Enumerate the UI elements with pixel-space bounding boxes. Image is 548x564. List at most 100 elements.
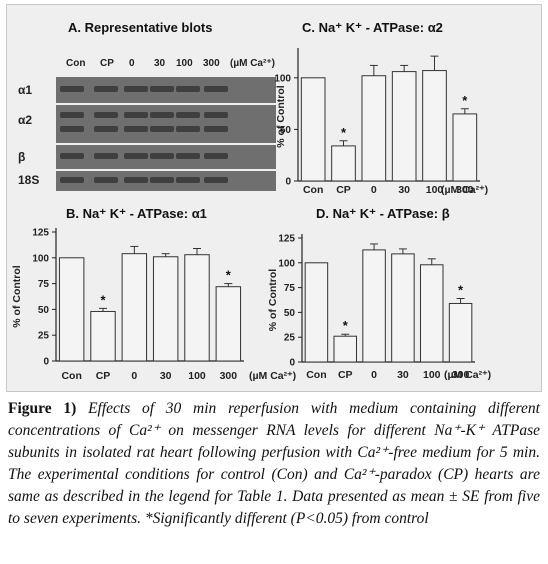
- chart-title: C. Na⁺ K⁺ - ATPase: α2: [302, 20, 443, 35]
- x-unit-label: (µM Ca²⁺): [441, 184, 488, 196]
- x-tick-label: 300: [452, 369, 470, 381]
- x-tick-label: 30: [398, 184, 410, 196]
- bar: [420, 264, 444, 363]
- bar: [152, 256, 179, 362]
- x-tick-label: 100: [188, 370, 206, 382]
- bar: [215, 286, 242, 362]
- blot-band: [176, 153, 200, 159]
- blot-lane-label: 0: [129, 58, 135, 69]
- x-tick-label: 0: [371, 184, 377, 196]
- y-axis-label: % of Control: [267, 269, 279, 331]
- blot-band: [94, 126, 118, 132]
- y-tick-label: 0: [285, 177, 291, 188]
- significance-marker: *: [341, 125, 347, 140]
- blot-band: [176, 86, 200, 92]
- blot-strip: [56, 105, 276, 143]
- blot-lane-label: Con: [66, 58, 85, 69]
- y-tick-label: 25: [284, 333, 296, 344]
- blot-band: [124, 86, 148, 92]
- blot-lane-label: 30: [154, 58, 166, 69]
- y-tick-label: 0: [289, 358, 295, 369]
- bar: [452, 113, 478, 182]
- bar: [448, 302, 473, 363]
- caption-text: Effects of 30 min reperfusion with mediu…: [8, 400, 540, 527]
- blot-band: [60, 86, 84, 92]
- bar: [121, 253, 148, 362]
- blot-band: [60, 126, 84, 132]
- blot-band: [150, 126, 174, 132]
- blot-band: [150, 112, 174, 118]
- blot-row-label: α2: [18, 113, 32, 127]
- x-tick-label: 30: [397, 369, 409, 381]
- blot-panel-title: A. Representative blots: [68, 20, 213, 35]
- significance-marker: *: [458, 283, 464, 298]
- blot-band: [94, 112, 118, 118]
- blot-band: [124, 126, 148, 132]
- bar: [300, 77, 326, 182]
- x-tick-label: Con: [61, 370, 81, 382]
- chart-title: B. Na⁺ K⁺ - ATPase: α1: [66, 206, 207, 221]
- blot-band: [150, 86, 174, 92]
- y-tick-label: 50: [280, 125, 292, 136]
- y-tick-label: 75: [284, 283, 296, 294]
- y-axis-label: % of Control: [275, 85, 287, 147]
- bar: [422, 70, 447, 182]
- blot-band: [176, 112, 200, 118]
- x-tick-label: 100: [423, 369, 441, 381]
- blot-band: [176, 177, 200, 183]
- blot-band: [94, 177, 118, 183]
- blot-band: [204, 112, 228, 118]
- x-unit-label: (µM Ca²⁺): [249, 370, 296, 382]
- y-tick-label: 25: [38, 331, 50, 342]
- blot-unit-label: (µM Ca²⁺): [230, 58, 275, 69]
- x-tick-label: 0: [371, 369, 377, 381]
- x-tick-label: Con: [303, 184, 323, 196]
- x-tick-label: Con: [306, 369, 326, 381]
- bar: [304, 262, 329, 363]
- bar: [362, 249, 386, 363]
- blot-band: [94, 86, 118, 92]
- bar: [58, 257, 85, 362]
- x-unit-label: (µM Ca²⁺): [444, 369, 491, 381]
- blot-row-label: 18S: [18, 173, 39, 187]
- blot-band: [150, 177, 174, 183]
- blot-row-label: β: [18, 150, 25, 164]
- blot-band: [60, 153, 84, 159]
- y-tick-label: 0: [43, 357, 49, 368]
- x-tick-label: 30: [160, 370, 172, 382]
- caption-lead: Figure 1): [8, 400, 77, 417]
- blot-band: [94, 153, 118, 159]
- y-tick-label: 100: [278, 258, 295, 269]
- significance-marker: *: [343, 318, 349, 333]
- x-tick-label: 300: [456, 184, 474, 196]
- blot-band: [204, 177, 228, 183]
- x-tick-label: CP: [96, 370, 111, 382]
- x-tick-label: CP: [338, 369, 353, 381]
- blot-lane-label: 100: [176, 58, 193, 69]
- significance-marker: *: [462, 93, 468, 108]
- bar: [331, 145, 356, 182]
- bar: [333, 335, 357, 363]
- blot-band: [204, 86, 228, 92]
- blot-band: [124, 177, 148, 183]
- x-tick-label: CP: [336, 184, 351, 196]
- figure-caption: Figure 1) Effects of 30 min reperfusion …: [8, 398, 540, 530]
- bar: [391, 71, 417, 182]
- y-tick-label: 125: [278, 234, 295, 245]
- blot-band: [124, 153, 148, 159]
- blot-band: [204, 126, 228, 132]
- blot-band: [176, 126, 200, 132]
- blot-band: [60, 177, 84, 183]
- bar: [184, 254, 210, 362]
- y-tick-label: 100: [32, 253, 49, 264]
- blot-row-label: α1: [18, 83, 32, 97]
- blot-lane-label: 300: [203, 58, 220, 69]
- y-tick-label: 50: [38, 305, 50, 316]
- bar: [90, 310, 116, 362]
- significance-marker: *: [226, 268, 232, 283]
- y-tick-label: 75: [38, 279, 50, 290]
- x-tick-label: 300: [220, 370, 238, 382]
- x-tick-label: 100: [426, 184, 444, 196]
- blot-band: [204, 153, 228, 159]
